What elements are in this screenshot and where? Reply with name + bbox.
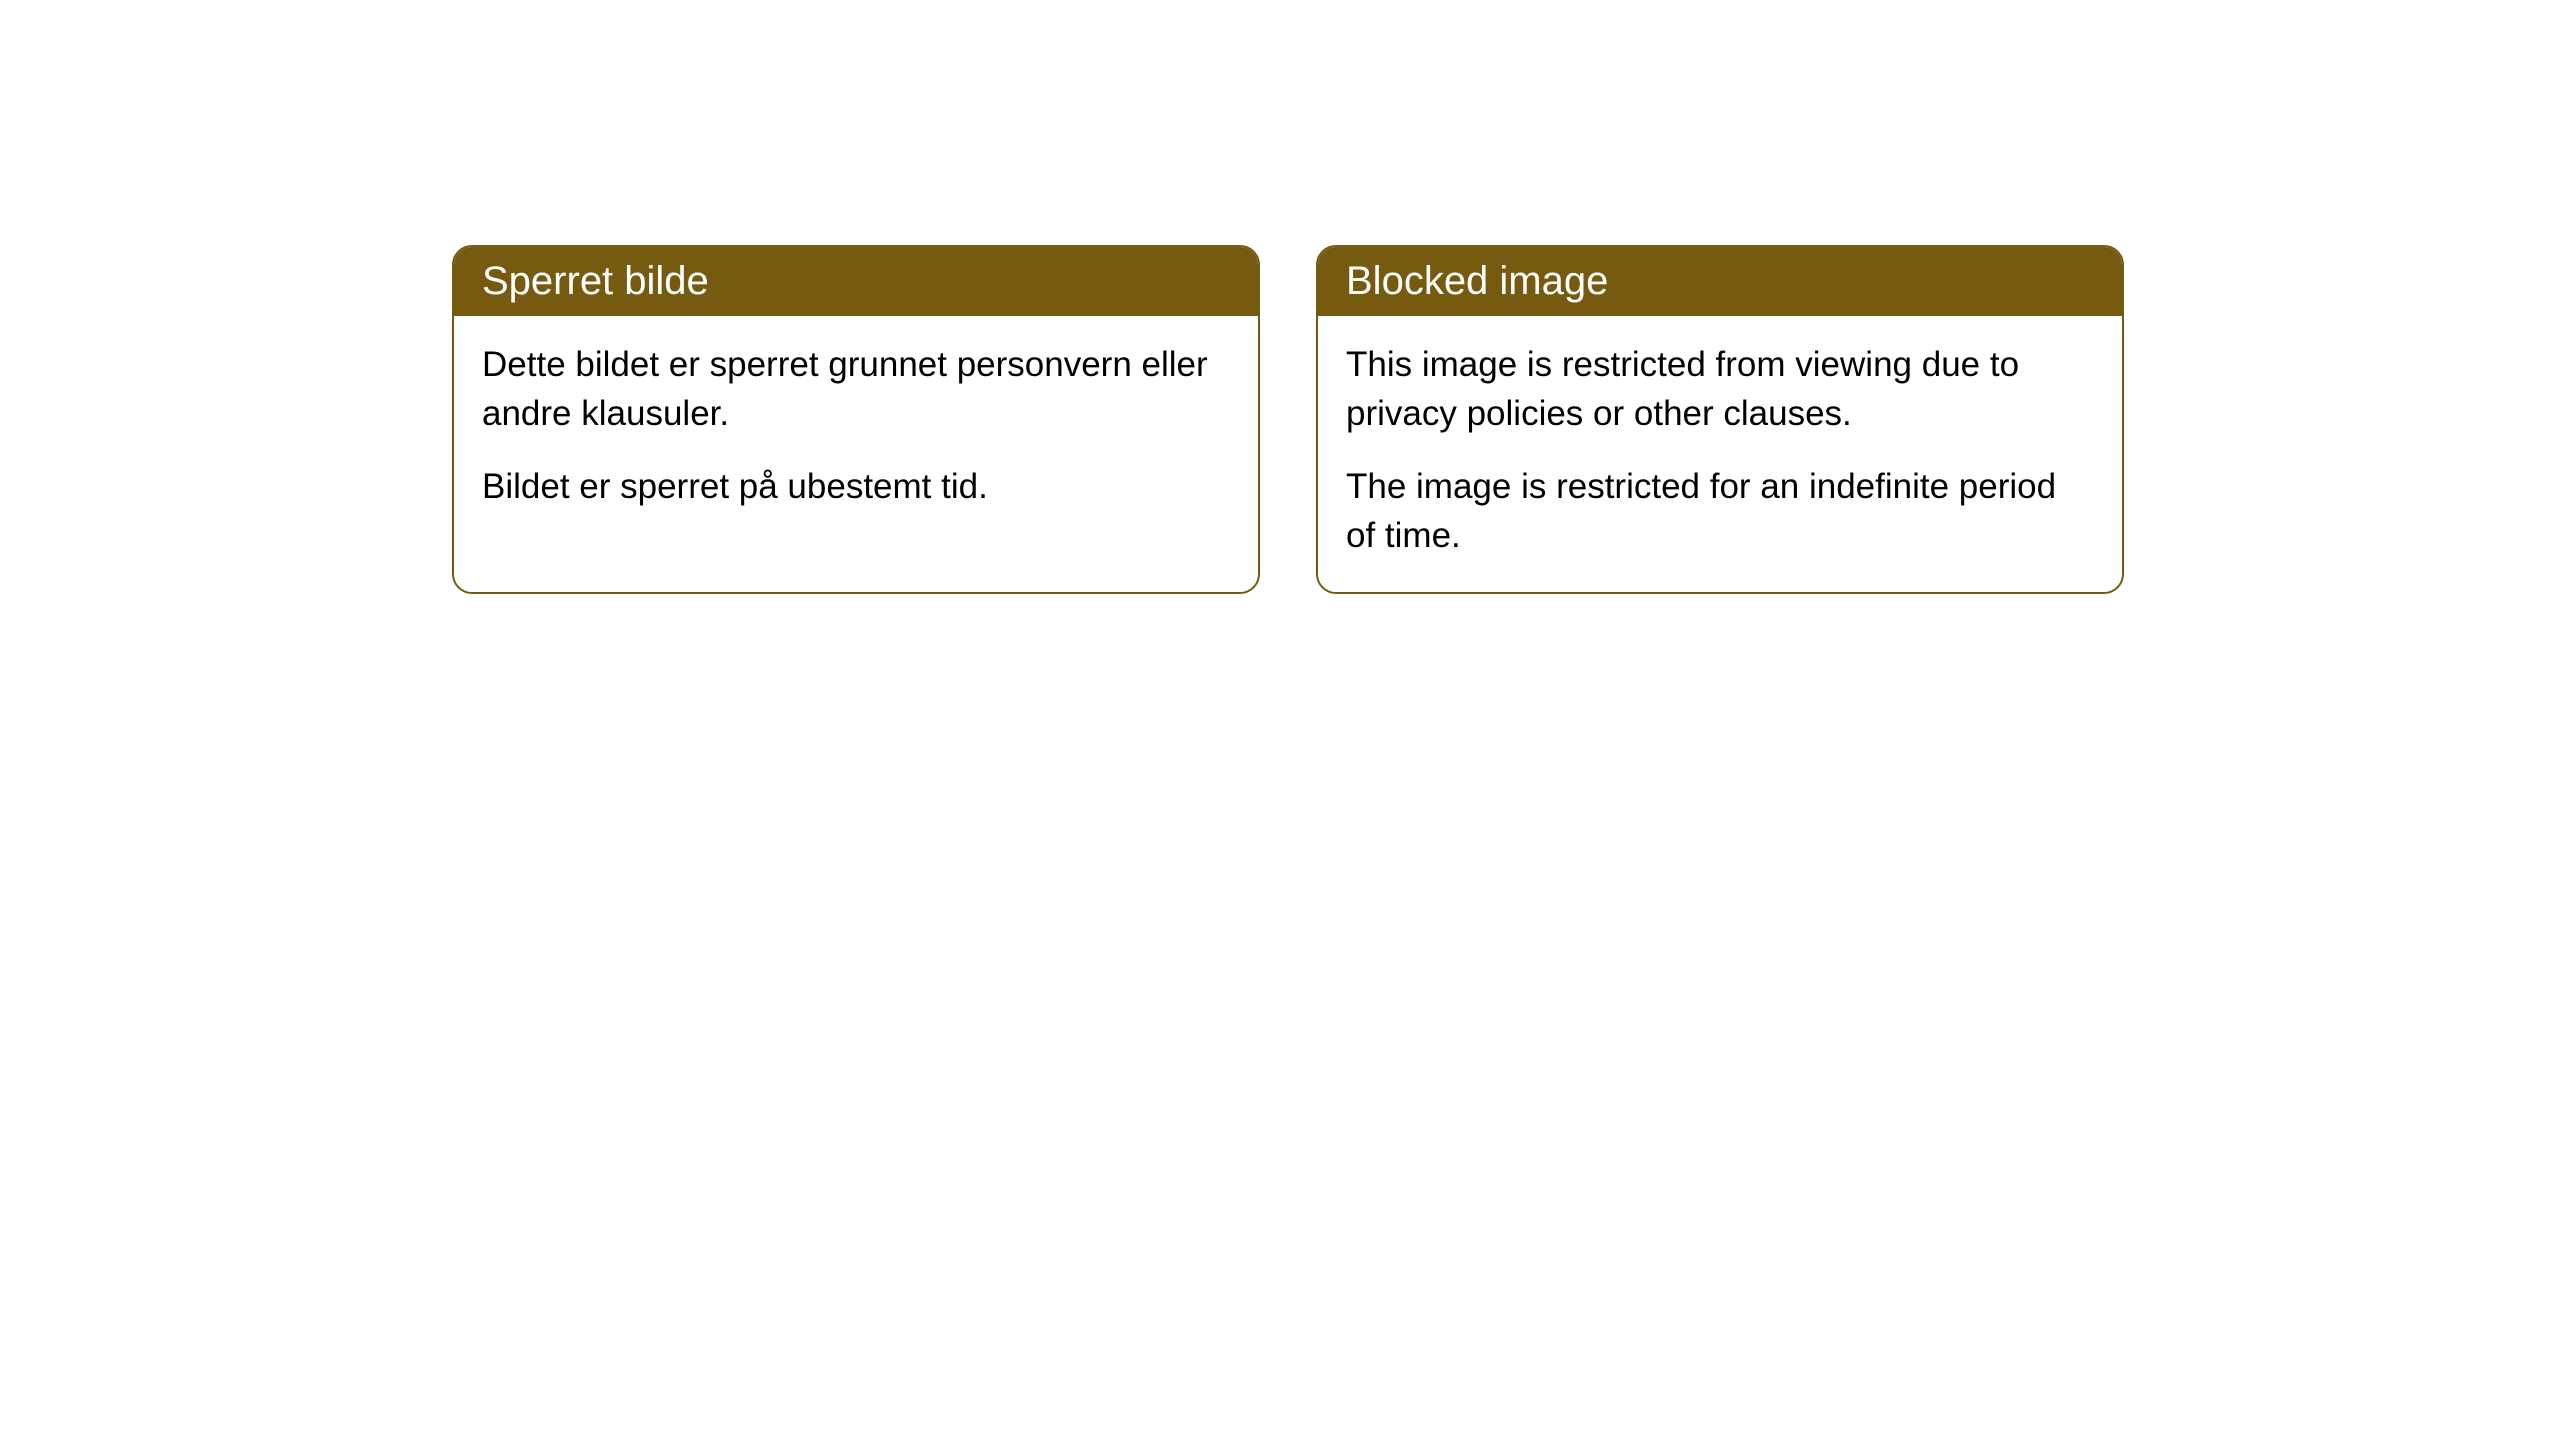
- notice-body-english: This image is restricted from viewing du…: [1318, 316, 2122, 592]
- notice-container: Sperret bilde Dette bildet er sperret gr…: [0, 0, 2560, 594]
- notice-text-duration: Bildet er sperret på ubestemt tid.: [482, 462, 1230, 511]
- notice-body-norwegian: Dette bildet er sperret grunnet personve…: [454, 316, 1258, 543]
- notice-card-english: Blocked image This image is restricted f…: [1316, 245, 2124, 594]
- notice-text-duration: The image is restricted for an indefinit…: [1346, 462, 2094, 560]
- notice-header-norwegian: Sperret bilde: [454, 247, 1258, 316]
- notice-text-reason: Dette bildet er sperret grunnet personve…: [482, 340, 1230, 438]
- notice-header-english: Blocked image: [1318, 247, 2122, 316]
- notice-text-reason: This image is restricted from viewing du…: [1346, 340, 2094, 438]
- notice-card-norwegian: Sperret bilde Dette bildet er sperret gr…: [452, 245, 1260, 594]
